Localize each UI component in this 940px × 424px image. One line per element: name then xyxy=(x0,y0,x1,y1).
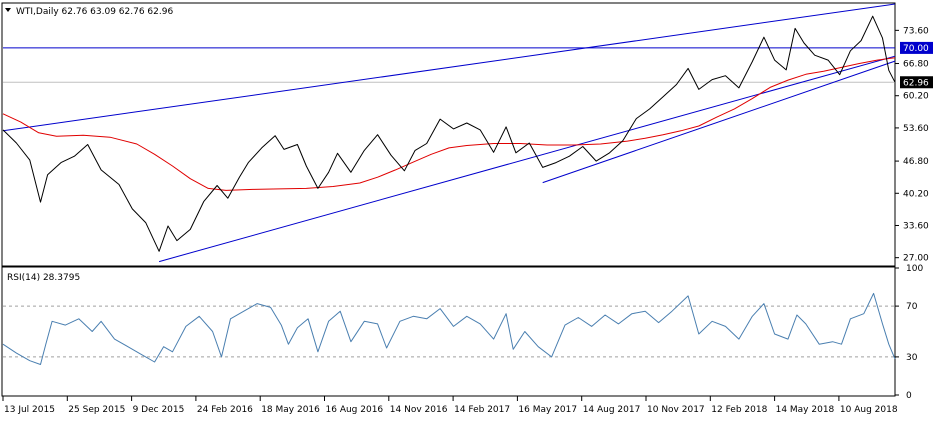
x-tick-label: 14 May 2018 xyxy=(776,405,835,415)
x-tick-label: 16 May 2017 xyxy=(518,405,577,415)
x-tick-label: 13 Jul 2015 xyxy=(4,405,55,415)
rsi-tick-label: 0 xyxy=(906,391,912,401)
price-tick-label: 27.00 xyxy=(903,254,929,264)
rsi-header: RSI(14) 28.3795 xyxy=(7,273,80,283)
price-tick-label: 66.80 xyxy=(903,60,929,70)
series-tl-lower xyxy=(158,55,896,263)
price-tick-label: 60.20 xyxy=(903,92,929,102)
price-panel-frame xyxy=(1,2,896,267)
rsi-tick-label: 30 xyxy=(906,353,918,363)
badge-last xyxy=(900,76,933,89)
price-tick-label: 40.20 xyxy=(903,189,929,199)
series-price xyxy=(2,15,896,252)
rsi-tick-label: 70 xyxy=(906,302,918,312)
series-ma xyxy=(2,57,896,191)
x-tick-label: 16 Aug 2016 xyxy=(326,405,384,415)
x-tick-label: 9 Dec 2015 xyxy=(133,405,185,415)
x-tick-label: 18 May 2016 xyxy=(261,405,320,415)
x-tick-label: 14 Feb 2017 xyxy=(454,405,510,415)
price-tick-label: 33.60 xyxy=(903,221,929,231)
series-tl-mid xyxy=(542,60,896,184)
rsi-axis: 100 70 30 0 xyxy=(895,264,923,401)
x-tick-label: 14 Nov 2016 xyxy=(390,405,448,415)
price-tick-label: 73.60 xyxy=(903,26,929,36)
symbol-header: WTI,Daily 62.76 63.09 62.76 62.96 xyxy=(16,7,173,17)
price-plot xyxy=(2,3,896,263)
badge-level xyxy=(900,41,933,54)
price-tick-label: 46.80 xyxy=(903,157,929,167)
price-tick-label: 53.60 xyxy=(903,124,929,134)
x-tick-label: 14 Aug 2017 xyxy=(583,405,641,415)
price-axis: 73.60 66.80 60.20 53.60 46.80 40.20 33.60 27.00… xyxy=(895,26,933,264)
x-tick-label: 10 Aug 2018 xyxy=(840,405,898,415)
badge-last-label: 62.96 xyxy=(903,78,929,88)
rsi-plot xyxy=(2,292,896,365)
rsi-tick-label: 100 xyxy=(906,264,923,274)
x-tick-label: 10 Nov 2017 xyxy=(647,405,705,415)
badge-level-label: 70.00 xyxy=(903,44,929,54)
series-rsi xyxy=(2,292,896,365)
triangle-down-icon[interactable] xyxy=(5,8,11,12)
series-tl-upper xyxy=(2,3,896,132)
x-axis: 13 Jul 2015 25 Sep 2015 9 Dec 2015 24 Feb 2… xyxy=(2,396,898,415)
x-tick-label: 24 Feb 2016 xyxy=(197,405,253,415)
x-tick-label: 25 Sep 2015 xyxy=(68,405,125,415)
x-tick-label: 12 Feb 2018 xyxy=(711,405,767,415)
rsi-panel-frame xyxy=(1,266,896,397)
